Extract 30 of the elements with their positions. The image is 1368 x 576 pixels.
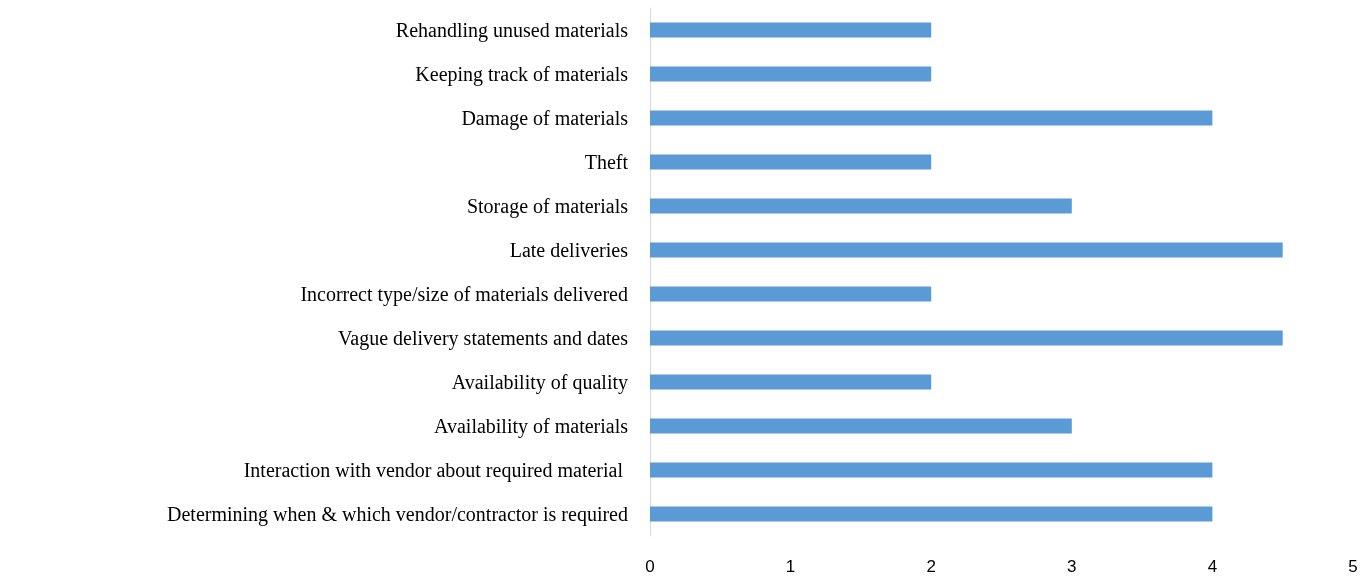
y-tick-label: Keeping track of materials xyxy=(415,63,629,86)
y-tick-label: Availability of materials xyxy=(433,415,629,438)
x-tick-label: 5 xyxy=(1348,557,1358,576)
y-tick-label: Incorrect type/size of materials delivered xyxy=(300,283,628,306)
y-tick-label: Determining when & which vendor/contractor is required xyxy=(167,503,628,526)
bar xyxy=(650,374,932,390)
bar xyxy=(650,242,1283,258)
x-tick-label: 2 xyxy=(926,557,936,576)
y-tick-label: Damage of materials xyxy=(461,107,629,130)
bar xyxy=(650,286,932,302)
bar xyxy=(650,198,1072,214)
x-tick-label: 3 xyxy=(1067,557,1077,576)
x-tick-label: 1 xyxy=(785,557,796,576)
y-tick-label: Interaction with vendor about required material xyxy=(243,459,628,482)
x-tick-label: 0 xyxy=(645,557,655,576)
x-tick-label: 4 xyxy=(1207,557,1218,576)
y-tick-label: Rehandling unused materials xyxy=(395,19,629,42)
y-tick-label: Late deliveries xyxy=(509,239,629,261)
y-tick-label: Vague delivery statements and dates xyxy=(338,327,629,350)
y-tick-label: Storage of materials xyxy=(466,195,629,218)
y-tick-label: Theft xyxy=(584,151,629,173)
bar xyxy=(650,462,1213,478)
bar xyxy=(650,22,932,38)
bar xyxy=(650,66,932,82)
bar xyxy=(650,330,1283,346)
y-tick-label: Availability of quality xyxy=(451,371,628,394)
bar xyxy=(650,506,1213,522)
bar xyxy=(650,110,1213,126)
bar xyxy=(650,154,932,170)
bar xyxy=(650,418,1072,434)
